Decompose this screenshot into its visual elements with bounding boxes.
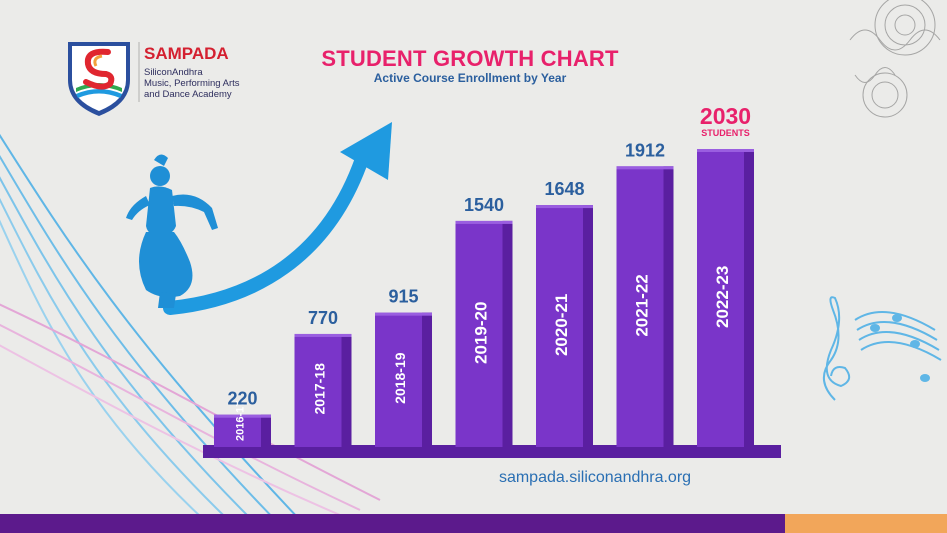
bar-value-label: 1540 xyxy=(464,195,504,215)
bar-value-label: 1648 xyxy=(544,179,584,199)
growth-arrow-icon xyxy=(163,143,372,315)
dancer-silhouette-icon xyxy=(126,154,218,308)
chart-subtitle: Active Course Enrollment by Year xyxy=(373,71,567,85)
bar-top xyxy=(536,205,593,209)
footer-stripe-orange xyxy=(785,514,947,533)
bar-category-label: 2017-18 xyxy=(312,363,328,415)
chart-title: STUDENT GROWTH CHART xyxy=(321,46,619,71)
bar-top xyxy=(616,166,674,170)
bar-value-label: 770 xyxy=(308,308,338,328)
bar-side xyxy=(261,414,271,447)
bar-value-label: 1912 xyxy=(625,140,665,160)
music-notes-icon xyxy=(823,296,942,401)
bar-category-label: 2022-23 xyxy=(713,266,732,328)
brand-tagline: SiliconAndhra Music, Performing Arts and… xyxy=(144,67,274,100)
bar-top xyxy=(294,333,352,337)
brand-tagline-line: and Dance Academy xyxy=(144,89,232,100)
bar-side xyxy=(744,149,754,447)
bar-side xyxy=(663,166,674,447)
bar-value-label: 220 xyxy=(227,389,257,409)
bar-category-label: 2019-20 xyxy=(471,302,490,364)
bar-side xyxy=(422,312,432,447)
bar-top xyxy=(214,414,271,418)
bar-value-label: 2030 xyxy=(700,103,751,129)
bar-category-label: 2018-19 xyxy=(392,352,408,404)
bar-category-label: 2020-21 xyxy=(552,294,571,356)
bar-value-label: 915 xyxy=(388,287,418,307)
brand-tagline-line: Music, Performing Arts xyxy=(144,78,240,89)
bar-side xyxy=(583,205,593,447)
bar-top xyxy=(375,312,432,316)
bar-side xyxy=(341,333,352,447)
chart-baseline xyxy=(203,445,781,458)
footer-stripe-purple xyxy=(0,514,785,533)
bar-side xyxy=(502,220,513,447)
bar-top xyxy=(697,149,754,152)
website-link[interactable]: sampada.siliconandhra.org xyxy=(498,469,692,486)
brand-tagline-line: SiliconAndhra xyxy=(144,67,203,78)
brand-name: SAMPADA xyxy=(144,44,229,63)
sampada-logo xyxy=(68,42,140,116)
bar-category-label: 2016-17 xyxy=(234,401,246,441)
bar-unit-label: STUDENTS xyxy=(701,128,750,138)
bar-category-label: 2021-22 xyxy=(632,274,651,336)
bar-top xyxy=(455,220,513,224)
